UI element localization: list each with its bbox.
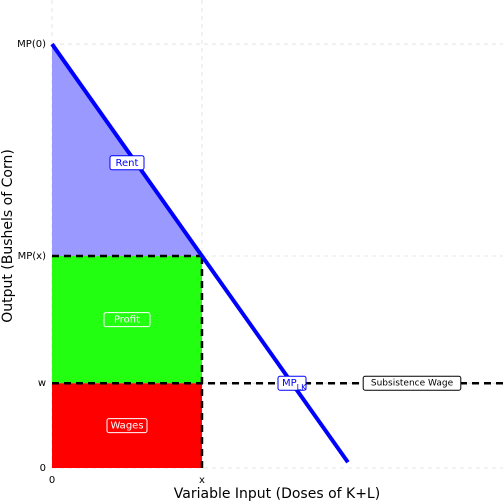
series-label-box xyxy=(277,375,307,391)
region-label: Profit xyxy=(114,315,140,326)
annotation-box xyxy=(362,375,462,391)
series-label: MPLK xyxy=(282,378,307,392)
annotation: Subsistence Wage xyxy=(371,379,454,389)
region-label-box xyxy=(109,155,145,171)
region-label-box xyxy=(106,418,148,434)
x-tick-label: 0 xyxy=(49,475,55,486)
region-label: Rent xyxy=(116,158,139,169)
y-tick-label: 0 xyxy=(40,463,46,474)
region-label: Wages xyxy=(110,421,143,432)
y-axis-label: Output (Bushels of Corn) xyxy=(0,149,16,323)
series-label-name: MP xyxy=(282,378,297,389)
y-tick-label: w xyxy=(38,378,46,389)
region-label-box xyxy=(103,312,151,328)
y-tick-label: MP(0) xyxy=(17,39,46,50)
series-label-subscript: LK xyxy=(297,383,307,392)
mp-line xyxy=(50,42,350,464)
x-tick-label: x xyxy=(199,475,205,486)
y-tick-label: MP(x) xyxy=(18,251,46,262)
x-axis-label: Variable Input (Doses of K+L) xyxy=(174,486,380,502)
